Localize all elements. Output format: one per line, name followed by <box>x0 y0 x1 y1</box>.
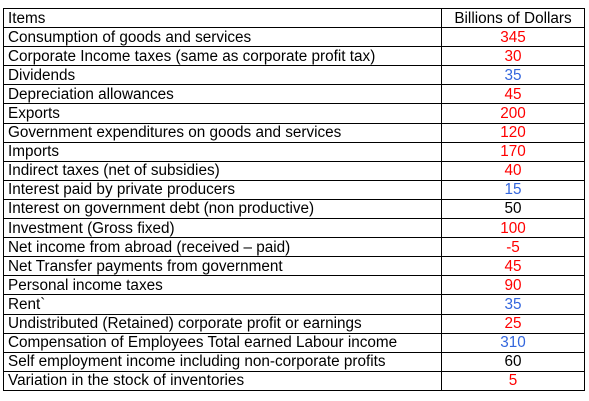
table-row: Interest paid by private producers 15 <box>3 179 585 200</box>
income-items-table: Items Billions of Dollars Consumption of… <box>3 7 585 391</box>
item-cell: Interest paid by private producers <box>3 179 442 200</box>
table-row: Undistributed (Retained) corporate profi… <box>3 313 585 334</box>
table-row: Interest on government debt (non product… <box>3 198 585 220</box>
value-cell: -5 <box>441 237 585 258</box>
item-cell: Corporate Income taxes (same as corporat… <box>3 46 442 67</box>
item-cell: Depreciation allowances <box>3 84 442 105</box>
value-cell: 5 <box>441 370 585 391</box>
value-cell: 50 <box>441 198 585 220</box>
table-row: Personal income taxes 90 <box>3 275 585 296</box>
item-cell: Dividends <box>3 65 442 86</box>
value-cell: 170 <box>441 141 585 162</box>
table-row: Imports 170 <box>3 141 585 162</box>
item-cell: Undistributed (Retained) corporate profi… <box>3 313 442 334</box>
table-row: Consumption of goods and services 345 <box>3 27 585 48</box>
table-row: Net Transfer payments from government 45 <box>3 256 585 277</box>
item-cell: Interest on government debt (non product… <box>3 198 442 220</box>
item-cell: Variation in the stock of inventories <box>3 370 442 391</box>
value-cell: 60 <box>441 351 585 372</box>
item-cell: Exports <box>3 103 442 124</box>
item-cell: Personal income taxes <box>3 275 442 296</box>
item-cell: Indirect taxes (net of subsidies) <box>3 160 442 181</box>
value-cell: 310 <box>441 332 585 353</box>
value-column-header: Billions of Dollars <box>441 7 585 29</box>
table-row: Compensation of Employees Total earned L… <box>3 332 585 353</box>
value-cell: 40 <box>441 160 585 181</box>
value-cell: 35 <box>441 294 585 315</box>
value-cell: 15 <box>441 179 585 200</box>
table-row: Net income from abroad (received – paid)… <box>3 237 585 258</box>
table-row: Self employment income including non-cor… <box>3 351 585 372</box>
table-row: Indirect taxes (net of subsidies) 40 <box>3 160 585 181</box>
value-cell: 35 <box>441 65 585 86</box>
value-cell: 45 <box>441 256 585 277</box>
income-items-table-container: Items Billions of Dollars Consumption of… <box>3 7 585 391</box>
item-cell: Investment (Gross fixed) <box>3 218 442 239</box>
item-cell: Government expenditures on goods and ser… <box>3 122 442 143</box>
table-row: Dividends 35 <box>3 65 585 86</box>
table-row: Rent` 35 <box>3 294 585 315</box>
item-cell: Compensation of Employees Total earned L… <box>3 332 442 353</box>
table-row: Variation in the stock of inventories 5 <box>3 370 585 391</box>
value-cell: 120 <box>441 122 585 143</box>
items-column-header: Items <box>3 7 442 29</box>
table-row: Exports 200 <box>3 103 585 124</box>
value-cell: 100 <box>441 218 585 239</box>
value-cell: 200 <box>441 103 585 124</box>
table-row: Investment (Gross fixed) 100 <box>3 218 585 239</box>
table-row: Corporate Income taxes (same as corporat… <box>3 46 585 67</box>
value-cell: 30 <box>441 46 585 67</box>
table-body: Consumption of goods and services 345 Corp… <box>3 27 585 391</box>
item-cell: Imports <box>3 141 442 162</box>
item-cell: Consumption of goods and services <box>3 27 442 48</box>
item-cell: Net income from abroad (received – paid) <box>3 237 442 258</box>
table-row: Government expenditures on goods and ser… <box>3 122 585 143</box>
value-cell: 45 <box>441 84 585 105</box>
value-cell: 90 <box>441 275 585 296</box>
table-header-row: Items Billions of Dollars <box>3 7 585 29</box>
table-row: Depreciation allowances 45 <box>3 84 585 105</box>
value-cell: 25 <box>441 313 585 334</box>
value-cell: 345 <box>441 27 585 48</box>
item-cell: Self employment income including non-cor… <box>3 351 442 372</box>
item-cell: Rent` <box>3 294 442 315</box>
item-cell: Net Transfer payments from government <box>3 256 442 277</box>
